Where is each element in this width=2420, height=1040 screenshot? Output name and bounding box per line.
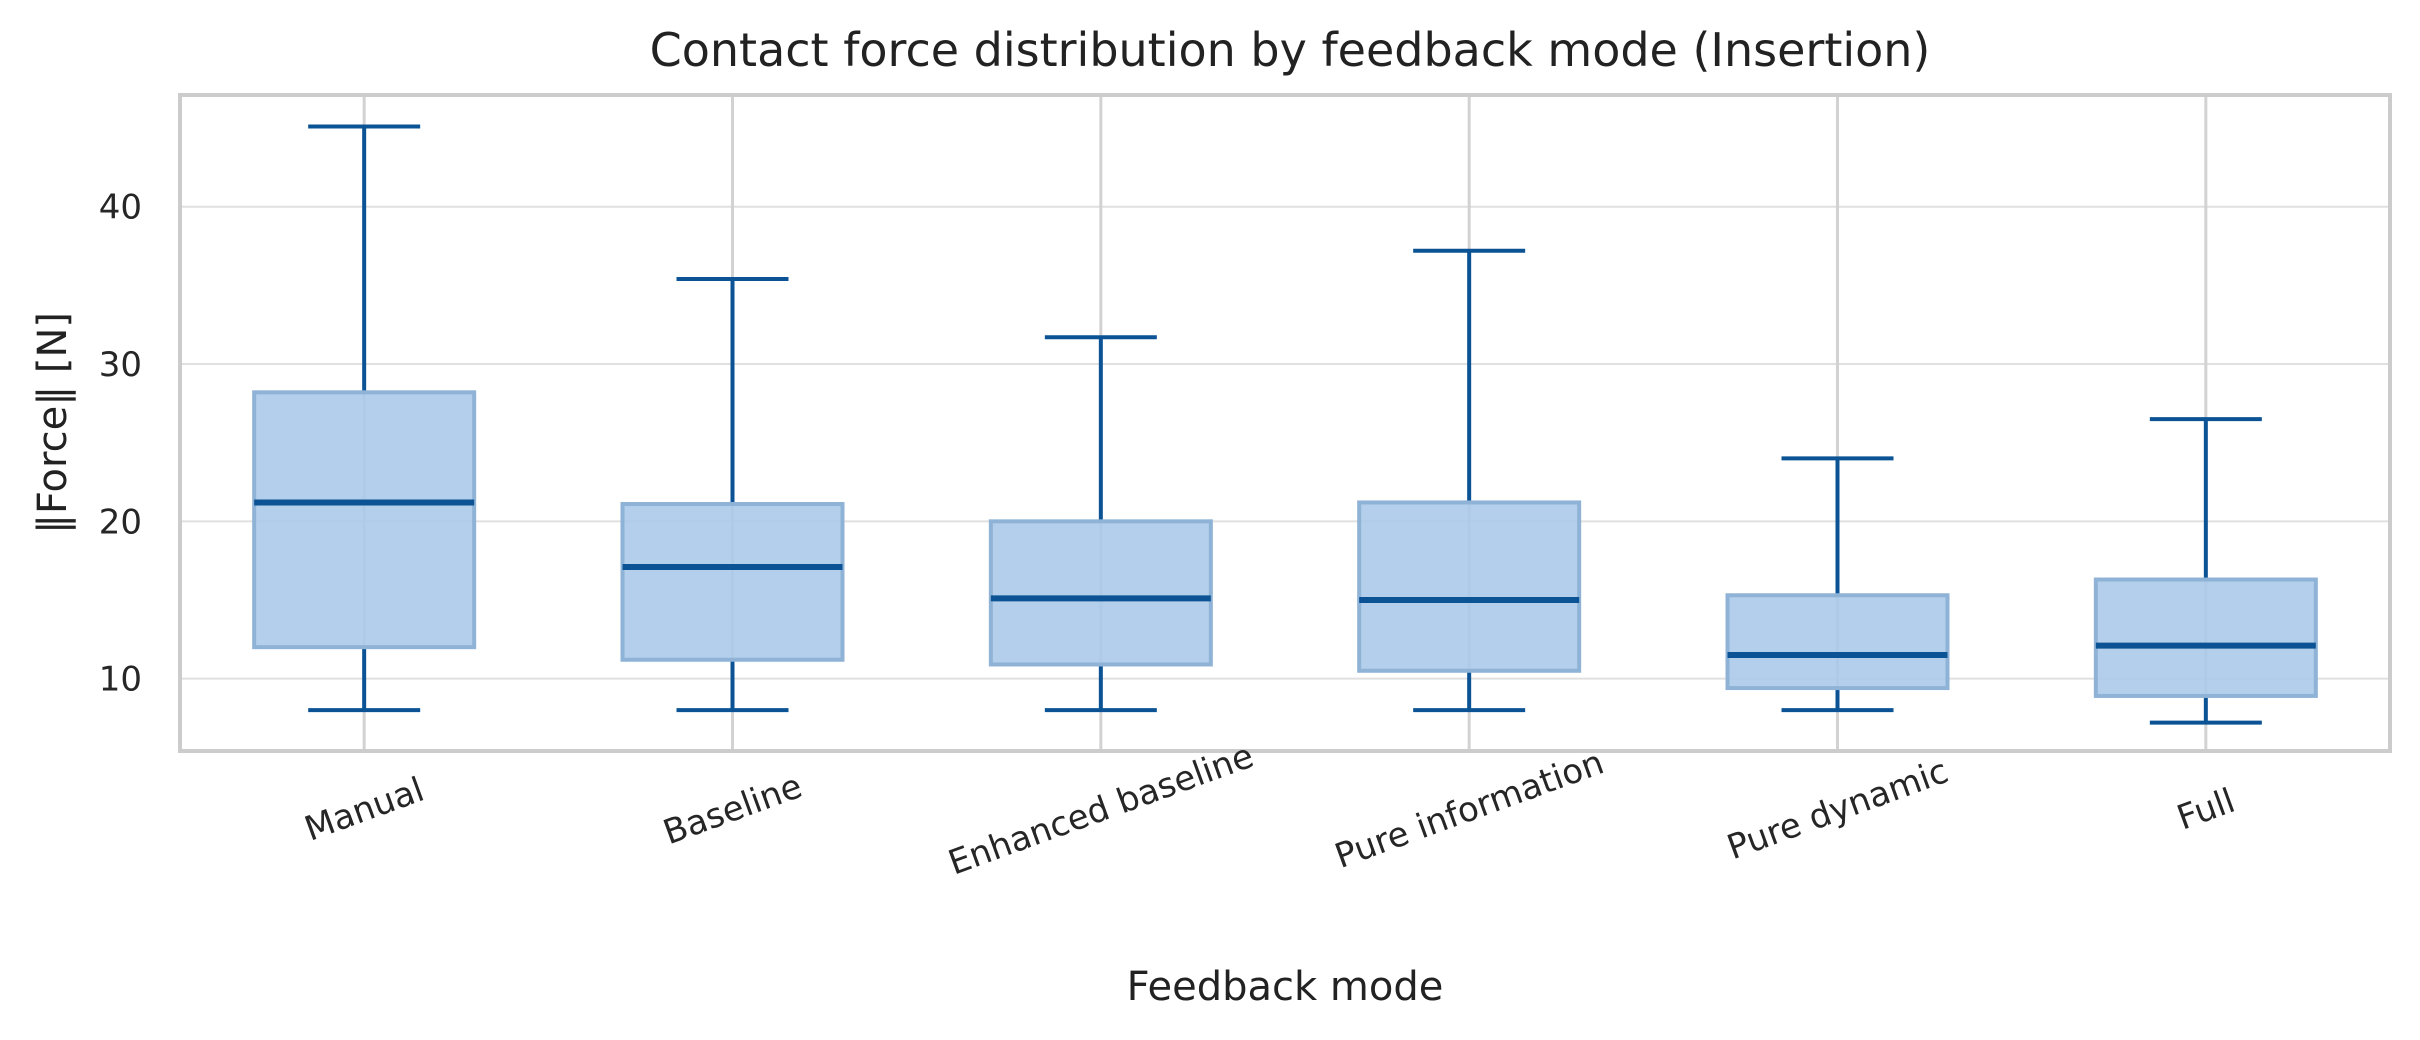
iqr-box xyxy=(1357,500,1582,673)
gridlines xyxy=(180,95,2390,751)
box-baseline xyxy=(620,277,845,713)
x-tick-label: Full xyxy=(2172,781,2240,838)
y-tick-label: 10 xyxy=(99,660,142,700)
x-tick-label: Enhanced baseline xyxy=(943,736,1259,884)
box-series xyxy=(252,124,2318,725)
x-tick-label: Pure dynamic xyxy=(1722,751,1953,868)
y-tick-label: 40 xyxy=(99,188,142,228)
x-tick-label: Manual xyxy=(300,770,430,850)
x-tick-label: Baseline xyxy=(658,766,807,853)
y-tick-label: 30 xyxy=(99,345,142,385)
y-tick-label: 20 xyxy=(99,502,142,542)
box-pure-dynamic xyxy=(1725,456,1950,713)
box-full xyxy=(2093,417,2318,725)
box-pure-information xyxy=(1357,248,1582,713)
box-enhanced-baseline xyxy=(988,335,1213,713)
chart-title: Contact force distribution by feedback m… xyxy=(650,23,1931,77)
iqr-box xyxy=(620,502,845,662)
iqr-box xyxy=(2093,577,2318,698)
y-tick-labels: 10 20 30 40 xyxy=(99,188,142,700)
x-tick-labels: Manual Baseline Enhanced baseline Pure info… xyxy=(300,736,2241,884)
iqr-box xyxy=(252,390,477,650)
y-axis-label: ‖Force‖ [N] xyxy=(30,312,76,534)
iqr-box xyxy=(988,519,1213,667)
iqr-box xyxy=(1725,593,1950,691)
x-tick-label: Pure information xyxy=(1330,743,1609,877)
x-axis-label: Feedback mode xyxy=(1127,964,1444,1010)
box-manual xyxy=(252,124,477,713)
plot-frame xyxy=(178,93,2392,753)
